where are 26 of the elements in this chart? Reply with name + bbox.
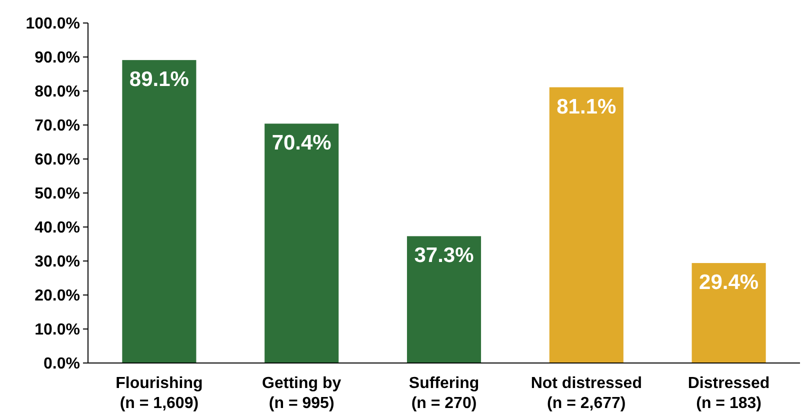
bar (264, 124, 339, 363)
data-label: 81.1% (556, 95, 616, 118)
y-tick-label: 40.0% (34, 220, 80, 237)
data-label: 29.4% (699, 271, 759, 294)
y-tick-label: 50.0% (34, 186, 80, 203)
bar (122, 60, 196, 363)
bar (406, 236, 482, 363)
x-tick-label: Getting by (n = 995) (262, 375, 342, 412)
data-label: 70.4% (272, 132, 332, 155)
y-tick-label: 0.0% (44, 356, 80, 373)
x-tick-label: Not distressed (n = 2,677) (530, 375, 642, 412)
y-tick-label: 30.0% (34, 254, 80, 271)
data-label: 89.1% (129, 68, 190, 92)
y-tick-label: 60.0% (34, 152, 80, 169)
y-tick-label: 10.0% (34, 322, 80, 339)
bar (692, 263, 766, 363)
data-label: 37.3% (414, 244, 474, 268)
bar (549, 87, 624, 363)
y-tick-label: 100.0% (26, 16, 80, 33)
y-tick-label: 80.0% (34, 84, 80, 101)
x-tick-label: Distressed (n = 183) (688, 375, 770, 412)
y-tick-label: 20.0% (34, 288, 80, 305)
y-tick-label: 70.0% (34, 118, 80, 135)
x-tick-label: Flourishing (n = 1,609) (116, 375, 203, 412)
x-tick-label: Suffering (n = 270) (408, 375, 480, 412)
y-tick-label: 90.0% (34, 50, 80, 67)
